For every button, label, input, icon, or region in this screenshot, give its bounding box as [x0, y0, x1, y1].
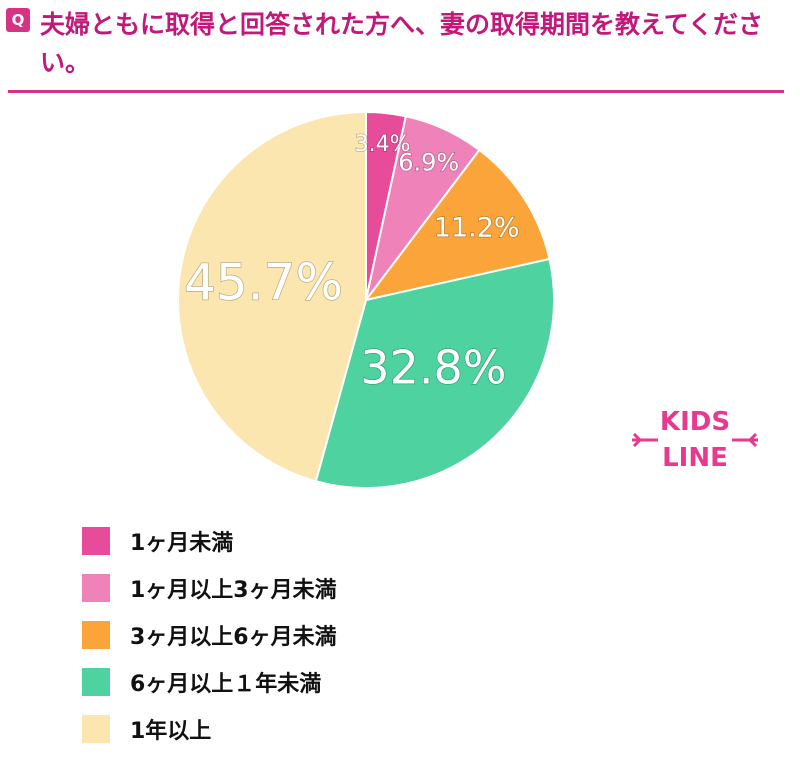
pie-slice: [314, 257, 555, 489]
legend-label: 3ヶ月以上6ヶ月未満: [130, 624, 337, 650]
legend-item: 1ヶ月以上3ヶ月未満: [82, 565, 337, 610]
slice-value-label: 45.7%: [184, 254, 343, 312]
legend-label: 1年以上: [130, 718, 212, 744]
legend: 1ヶ月未満 1ヶ月以上3ヶ月未満 3ヶ月以上6ヶ月未満 6ヶ月以上１年未満 1年…: [82, 518, 337, 753]
legend-swatch: [82, 526, 110, 555]
question-badge: Q: [6, 8, 30, 32]
legend-label: 1ヶ月以上3ヶ月未満: [130, 577, 337, 603]
logo-line-1: KIDS: [660, 407, 730, 437]
question-title: 夫婦ともに取得と回答された方へ、妻の取得期間を教えてください。: [40, 10, 764, 77]
pie-slice: [363, 148, 551, 302]
legend-item: 1ヶ月未満: [82, 518, 337, 563]
legend-swatch: [82, 667, 110, 696]
slice-value-label: 6.9%: [398, 148, 459, 176]
slice-value-label: 11.2%: [434, 212, 520, 243]
title-divider: [8, 90, 784, 93]
legend-label: 6ヶ月以上１年未満: [130, 671, 322, 697]
kids-line-logo: KIDS LINE: [630, 400, 760, 480]
legend-item: 6ヶ月以上１年未満: [82, 659, 337, 704]
pie-chart: 3.4%6.9% 11.2% 32.8% 45.7%: [177, 110, 555, 489]
legend-swatch: [82, 714, 110, 743]
pie-slice: [177, 110, 367, 483]
legend-label: 1ヶ月未満: [130, 530, 234, 556]
legend-item: 1年以上: [82, 706, 337, 751]
logo-line-2: LINE: [662, 443, 728, 473]
slice-value-label: 3.4%: [355, 132, 411, 157]
slice-value-label: 32.8%: [360, 340, 506, 394]
legend-item: 3ヶ月以上6ヶ月未満: [82, 612, 337, 657]
legend-swatch: [82, 573, 110, 602]
legend-swatch: [82, 620, 110, 649]
